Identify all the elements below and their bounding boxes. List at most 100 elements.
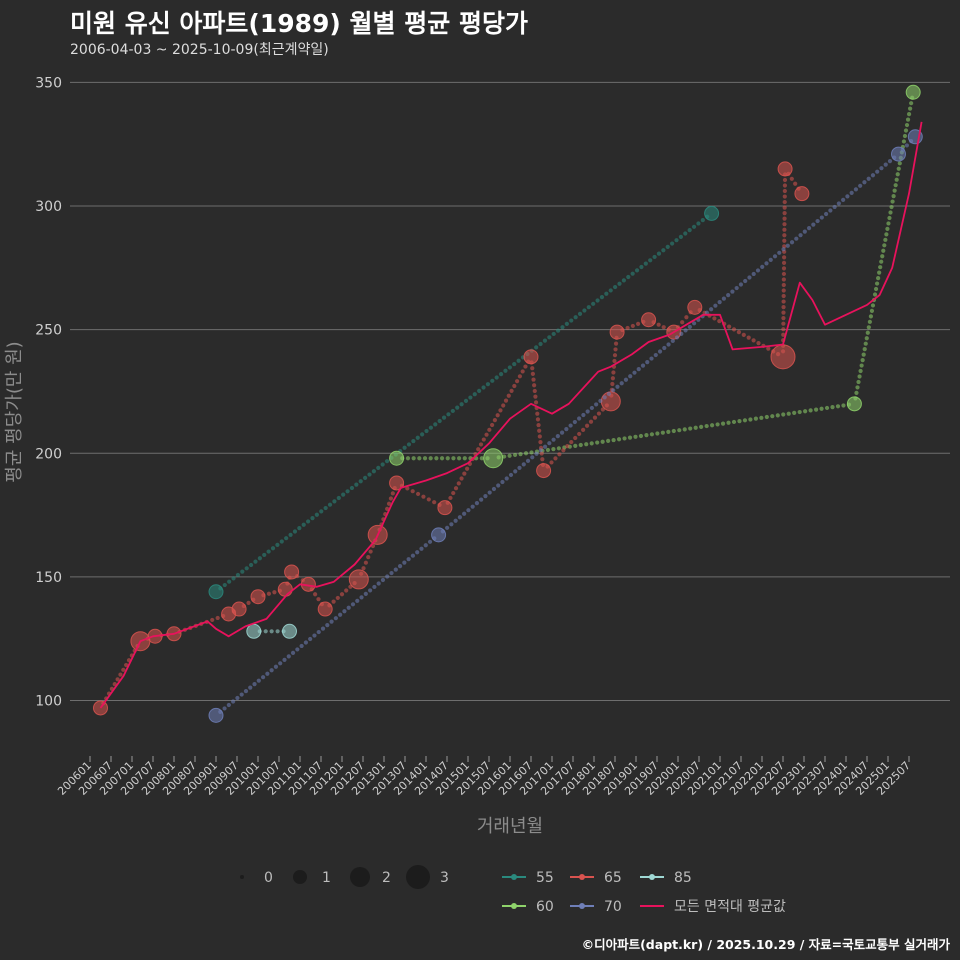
series-70-trail-dot <box>278 661 283 666</box>
series-60-trail-dot <box>644 433 649 438</box>
series-55-trail-dot <box>428 425 434 430</box>
series-60-trail-dot <box>666 429 671 434</box>
series-65-trail-dot <box>781 316 786 321</box>
series-55-trail-dot <box>608 288 613 293</box>
series-line-average <box>99 121 923 709</box>
series-70-trail-dot <box>508 472 514 478</box>
series-70-trail-dot <box>243 688 249 694</box>
series-60-trail-dot <box>902 133 908 139</box>
y-tick-label: 300 <box>35 199 62 215</box>
series-65-trail-dot <box>751 338 756 343</box>
series-60-trail-dot <box>671 428 676 434</box>
series-65-trail-dot <box>368 549 373 554</box>
series-60-trail-dot <box>742 418 748 423</box>
series-65-trail-dot <box>517 374 522 379</box>
grid-lines <box>70 81 950 702</box>
series-70-point <box>208 707 224 723</box>
series-65-point <box>536 463 552 479</box>
series-85-trail-dot <box>275 629 280 634</box>
series-60-trail-dot <box>616 437 622 442</box>
series-60-trail-dot <box>894 177 899 182</box>
series-65-trail-dot <box>680 320 685 325</box>
series-65-trail-dot <box>448 495 453 501</box>
series-60-trail-dot <box>903 128 909 133</box>
series-65-trail-dot <box>484 432 489 437</box>
series-70-trail-dot <box>530 455 535 460</box>
series-60-trail-dot <box>731 419 737 425</box>
series-65-trail-dot <box>476 447 481 452</box>
series-55-trail-dot <box>411 438 416 444</box>
series-65-point <box>389 475 405 491</box>
series-60-point <box>846 396 862 412</box>
series-65-trail-dot <box>509 388 514 393</box>
series-70-trail-dot <box>619 381 624 386</box>
series-85-point <box>246 623 262 639</box>
series-65-trail-dot <box>465 466 470 471</box>
series-55-trail-dot <box>455 405 460 410</box>
series-60-point <box>905 84 921 100</box>
series-65-trail-dot <box>731 327 737 332</box>
series-65-trail-dot <box>756 340 761 346</box>
series-60-trail-dot <box>622 436 627 441</box>
series-70-trail-dot <box>785 243 790 248</box>
series-70-trail-dot <box>282 657 287 662</box>
series-70-trail-dot <box>828 208 833 213</box>
series-70-trail-dot <box>594 402 599 407</box>
series-65-trail-dot <box>540 457 545 462</box>
series-70-trail-dot <box>517 465 522 470</box>
series-70-trail-dot <box>623 377 629 382</box>
series-65-trail-dot <box>636 321 641 326</box>
series-60-trail-dot <box>655 431 660 436</box>
series-65-trail-dot <box>453 486 459 491</box>
series-65-trail-dot <box>520 369 525 374</box>
series-55-trail-dot <box>643 261 648 266</box>
series-70-trail-dot <box>649 356 654 361</box>
series-60-trail-dot <box>578 442 583 448</box>
series-55-trail-dot <box>617 281 622 286</box>
size-legend-dot <box>406 865 430 889</box>
series-65-trail-dot <box>781 293 786 299</box>
series-70-trail-dot <box>849 190 854 195</box>
series-70-trail-dot <box>832 204 837 210</box>
legend-key-dot <box>579 903 585 909</box>
series-70-trail-dot <box>657 349 663 354</box>
series-60-trail-dot <box>874 281 880 286</box>
series-65-trail-dot <box>266 591 272 596</box>
series-55-trail-dot <box>402 445 407 450</box>
series-70-trail-dot <box>521 462 526 467</box>
series-60-trail-dot <box>439 456 445 461</box>
series-65-trail-dot <box>781 299 786 304</box>
series-85-trail-dot <box>269 629 274 634</box>
series-65-trail-dot <box>405 486 410 491</box>
series-60-trail-dot <box>556 446 561 451</box>
series-70-trail-dot <box>363 591 368 596</box>
y-tick-label: 150 <box>35 570 62 586</box>
series-55-trail-dot <box>639 264 644 270</box>
series-60-trail-dot <box>523 451 529 456</box>
series-60-trail-dot <box>748 417 753 422</box>
series-65-trail-dot <box>331 599 336 604</box>
series-60-trail-dot <box>589 441 594 446</box>
series-70-trail-dot <box>841 197 846 203</box>
series-55-trail-dot <box>301 522 306 527</box>
series-layer <box>93 84 923 723</box>
series-70-trail-dot <box>222 706 227 711</box>
series-60-trail-dot <box>600 439 605 444</box>
series-65-trail-dot <box>741 332 746 337</box>
x-tick-labels: 2006012006072007012007072008012008072009… <box>55 756 913 798</box>
series-70-trail-dot <box>423 543 428 548</box>
series-55-trail-dot <box>292 529 298 534</box>
series-65-trail-dot <box>492 417 497 423</box>
legend: 0 1 2 3 55 60 65 70 85 모든 면적대 평균값 <box>240 865 786 915</box>
series-60-trail-dot <box>649 432 655 437</box>
series-60-trail-dot <box>906 112 912 117</box>
series-60-trail-dot <box>854 390 859 395</box>
series-70-trail-dot <box>534 451 539 456</box>
series-60-trail-dot <box>861 352 866 357</box>
series-70-trail-dot <box>734 285 739 291</box>
series-70-trail-dot <box>704 310 709 315</box>
series-65-trail-dot <box>610 376 616 381</box>
series-70-trail-dot <box>445 525 450 530</box>
series-65-trail-dot <box>557 452 562 457</box>
series-65-point <box>794 186 810 202</box>
